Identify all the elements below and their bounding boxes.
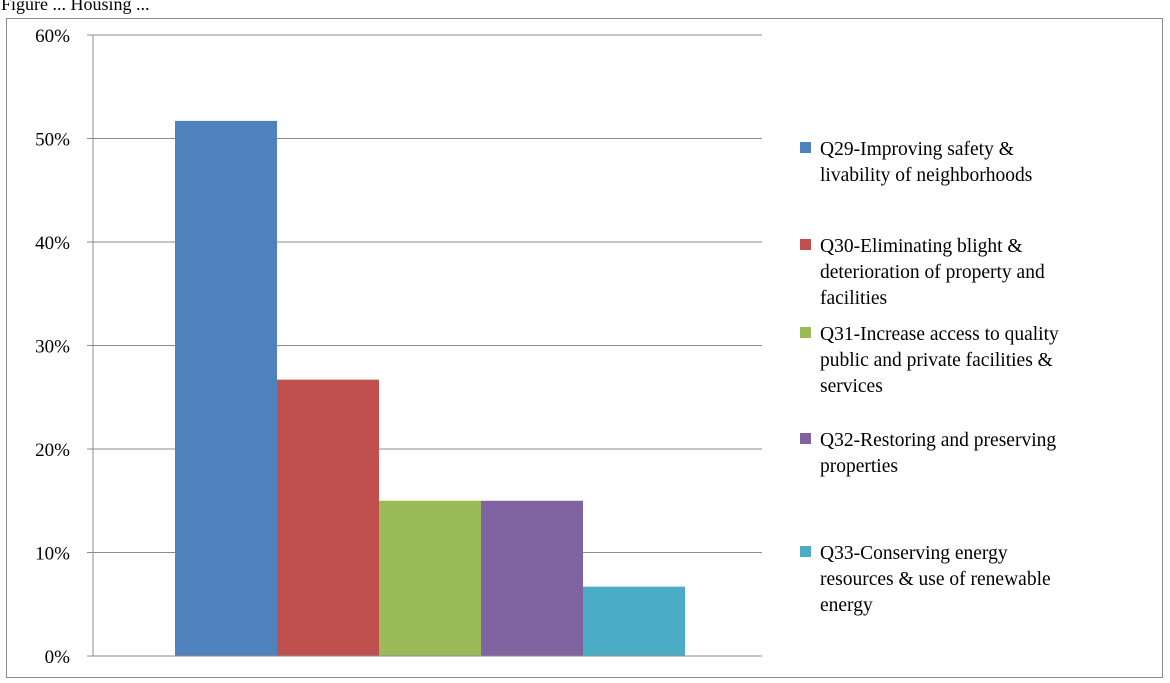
bars <box>175 121 685 656</box>
legend-item-q30: Q30-Eliminating blight & deterioration of… <box>800 236 1045 309</box>
bar-q31 <box>379 501 481 656</box>
y-tick-label: 20% <box>35 440 70 461</box>
legend: Q29-Improving safety & livability of neig… <box>800 139 1059 616</box>
y-tick-label: 0% <box>45 647 71 668</box>
legend-label-line: resources & use of renewable <box>820 569 1051 590</box>
legend-label-line: public and private facilities & <box>820 350 1053 371</box>
y-tick-labels: 0% 10% 20% 30% 40% 50% 60% <box>35 26 70 668</box>
legend-item-q29: Q29-Improving safety & livability of neig… <box>800 139 1032 186</box>
legend-label-line: energy <box>820 595 873 616</box>
bar-q33 <box>583 587 685 656</box>
legend-label-line: facilities <box>820 288 887 309</box>
legend-label-line: Q32-Restoring and preserving <box>820 430 1056 451</box>
legend-swatch <box>800 142 811 153</box>
legend-item-q32: Q32-Restoring and preserving properties <box>800 430 1056 477</box>
legend-swatch <box>800 327 811 338</box>
bar-q29 <box>175 121 277 656</box>
legend-swatch <box>800 433 811 444</box>
legend-label-line: Q31-Increase access to quality <box>820 324 1059 345</box>
y-tick-label: 40% <box>35 233 70 254</box>
y-tick-label: 10% <box>35 544 70 565</box>
legend-label-line: livability of neighborhoods <box>820 165 1032 186</box>
legend-label-line: services <box>820 376 883 397</box>
legend-label-line: deterioration of property and <box>820 262 1045 283</box>
legend-label-line: Q30-Eliminating blight & <box>820 236 1023 257</box>
legend-label-line: Q33-Conserving energy <box>820 543 1008 564</box>
bar-q30 <box>277 380 379 656</box>
legend-label-line: Q29-Improving safety & <box>820 139 1014 160</box>
legend-item-q31: Q31-Increase access to quality public and… <box>800 324 1059 397</box>
legend-swatch <box>800 239 811 250</box>
bar-q32 <box>481 501 583 656</box>
legend-item-q33: Q33-Conserving energy resources & use of … <box>800 543 1051 616</box>
legend-swatch <box>800 546 811 557</box>
y-tick-label: 30% <box>35 337 70 358</box>
legend-label-line: properties <box>820 456 898 477</box>
y-tick-label: 60% <box>35 26 70 47</box>
y-tick-label: 50% <box>35 130 70 151</box>
